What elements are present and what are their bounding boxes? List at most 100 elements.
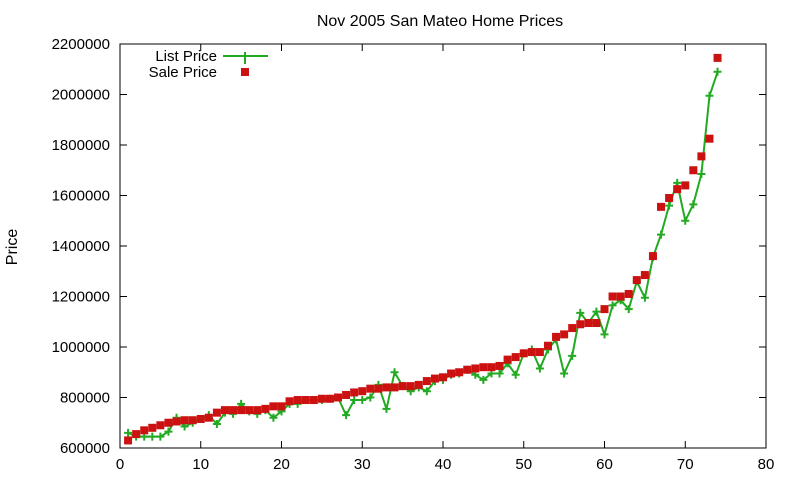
sale-price-point (156, 421, 165, 430)
sale-price-point (245, 406, 254, 415)
plot-frame (119, 43, 767, 449)
sale-price-point (212, 408, 221, 417)
sale-price-point (471, 364, 480, 373)
y-tick-label: 600000 (60, 440, 110, 457)
x-tick-label: 80 (758, 456, 775, 473)
sale-price-point (535, 348, 544, 357)
sale-price-point (495, 361, 504, 370)
legend-list-price-marker (241, 52, 249, 64)
plot-border (119, 43, 767, 449)
list-price-point (212, 420, 221, 429)
x-tick-label: 50 (515, 456, 532, 473)
sale-price-point (237, 406, 246, 415)
sale-price-point (543, 341, 552, 350)
series-sale-price (124, 53, 722, 445)
sale-price-point (229, 406, 238, 415)
sale-price-point (616, 292, 625, 301)
sale-price-point (180, 416, 189, 425)
sale-price-point (600, 305, 609, 314)
sale-price-point (350, 388, 359, 397)
list-price-point (342, 411, 351, 420)
sale-price-point (705, 134, 714, 143)
sale-price-point (713, 53, 722, 62)
sale-price-point (188, 416, 197, 425)
legend-sale-price-marker (241, 68, 249, 76)
sale-price-point (172, 417, 181, 426)
sale-price-point (527, 348, 536, 357)
sale-price-point (632, 276, 641, 285)
x-tick-label: 30 (354, 456, 371, 473)
list-price-point (535, 364, 544, 373)
sale-price-point (479, 363, 488, 372)
sale-price-point (584, 319, 593, 328)
y-axis-label: Price (4, 229, 21, 266)
sale-price-point (648, 252, 657, 261)
x-tick-label: 10 (192, 456, 209, 473)
sale-price-point (293, 396, 302, 405)
sale-price-point (576, 320, 585, 329)
sale-price-point (697, 152, 706, 161)
sale-price-point (657, 202, 666, 211)
list-price-point (665, 201, 674, 210)
x-tick-label: 60 (596, 456, 613, 473)
list-price-point (560, 369, 569, 378)
sale-price-point (390, 383, 399, 392)
list-price-point (156, 432, 165, 441)
sale-price-point (132, 430, 141, 439)
sale-price-point (140, 426, 149, 435)
legend-sale-price-label: Sale Price (149, 64, 217, 81)
list-price-point (624, 305, 633, 314)
list-price-point (382, 404, 391, 413)
sale-price-point (253, 406, 262, 415)
sale-price-point (430, 374, 439, 383)
list-price-point (713, 67, 722, 76)
sale-price-point (439, 373, 447, 382)
list-price-point (600, 330, 609, 339)
sale-price-point (422, 377, 431, 386)
sale-price-point (269, 402, 278, 411)
list-price-point (568, 351, 577, 360)
sale-price-point (640, 271, 649, 280)
list-price-point (269, 413, 278, 422)
sale-price-point (366, 384, 375, 393)
sale-price-point (560, 330, 569, 339)
sale-price-point (261, 404, 270, 413)
list-price-point (479, 375, 488, 384)
list-price-point (681, 216, 690, 225)
sale-price-point (519, 349, 528, 358)
list-price-point (390, 368, 399, 377)
legend-list-price-label: List Price (155, 48, 217, 65)
y-tick-label: 2000000 (52, 87, 110, 104)
y-tick-label: 800000 (60, 390, 110, 407)
y-tick-label: 1600000 (52, 188, 110, 205)
sale-price-point (592, 319, 601, 328)
chart-title: Nov 2005 San Mateo Home Prices (317, 13, 563, 30)
sale-price-point (487, 363, 496, 372)
sale-price-point (681, 181, 690, 190)
list-price-point (697, 170, 706, 179)
sale-price-point (204, 413, 213, 422)
sale-price-point (309, 396, 318, 405)
list-price-point (350, 396, 359, 405)
sale-price-point (148, 423, 157, 432)
list-price-point (148, 432, 157, 441)
y-tick-label: 1200000 (52, 289, 110, 306)
x-tick-label: 40 (435, 456, 452, 473)
list-price-point (592, 307, 601, 316)
list-price-point (358, 396, 367, 405)
list-price-point (511, 370, 520, 379)
sale-price-point (342, 390, 351, 399)
sale-price-point (374, 384, 383, 393)
sale-price-point (414, 380, 423, 389)
sale-price-point (673, 185, 682, 194)
sale-price-point (568, 324, 577, 333)
sale-price-point (511, 353, 520, 362)
sale-price-point (325, 394, 334, 403)
axis-tick-labels: 0 10 20 30 40 50 60 70 80 600000 800000 1000000 1200… (52, 36, 775, 473)
sale-price-point (552, 332, 561, 341)
list-price-point (164, 427, 173, 436)
list-price-point (689, 200, 698, 209)
sale-price-point (398, 382, 407, 391)
list-price-point (366, 393, 375, 402)
